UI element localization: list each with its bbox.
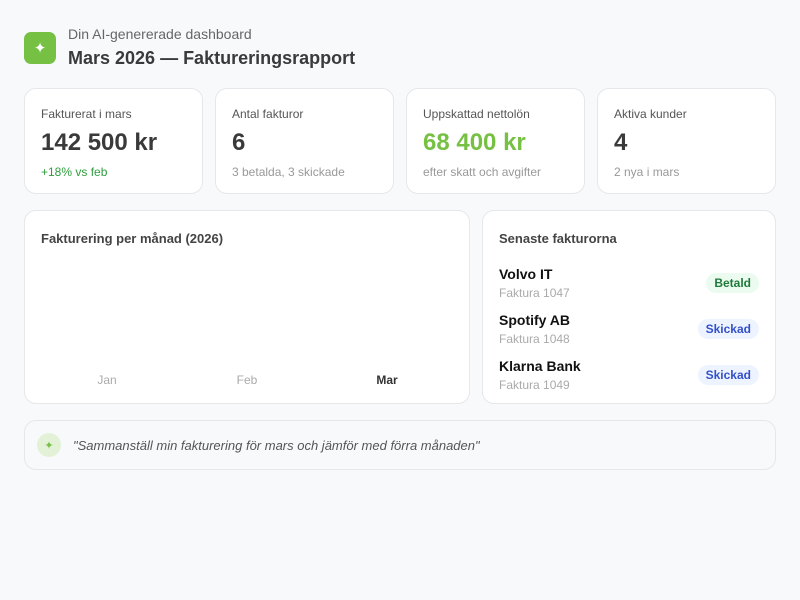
x-tick-feb: Feb	[236, 373, 258, 387]
kpi-label: Uppskattad nettolön	[423, 107, 530, 121]
kpi-label: Antal fakturor	[232, 107, 304, 121]
kpi-value: 4	[614, 129, 628, 156]
recent-invoices: Senaste fakturorna Volvo IT Faktura 1047…	[482, 210, 776, 404]
kpi-value: 6	[232, 129, 246, 156]
status-badge: Skickad	[697, 319, 759, 339]
kpi-note: 2 nya i mars	[614, 165, 680, 179]
kpi-invoiced: Fakturerat i mars 142 500 kr +18% vs feb	[24, 88, 203, 194]
invoice-row[interactable]: Klarna Bank Faktura 1049 Skickad	[499, 352, 759, 398]
kpi-note: +18% vs feb	[41, 165, 108, 179]
invoice-number: Faktura 1047	[499, 286, 570, 300]
kpi-active-customers: Aktiva kunder 4 2 nya i mars	[597, 88, 776, 194]
subtitle: Din AI-genererade dashboard	[68, 26, 252, 42]
status-badge: Betald	[706, 273, 759, 293]
ai-prompt: ✦ "Sammanställ min fakturering för mars …	[24, 420, 776, 470]
list-title: Senaste fakturorna	[499, 231, 617, 246]
prompt-text: "Sammanställ min fakturering för mars oc…	[73, 437, 480, 453]
sparkle-icon: ✦	[37, 433, 61, 457]
customer-name: Volvo IT	[499, 266, 553, 282]
customer-name: Klarna Bank	[499, 358, 581, 374]
page-title: Mars 2026 — Faktureringsrapport	[68, 48, 356, 68]
kpi-value: 142 500 kr	[41, 129, 158, 156]
invoice-number: Faktura 1048	[499, 332, 570, 346]
invoice-number: Faktura 1049	[499, 378, 570, 392]
kpi-value: 68 400 kr	[423, 129, 526, 156]
kpi-note: 3 betalda, 3 skickade	[232, 165, 345, 179]
chart-title: Fakturering per månad (2026)	[41, 231, 224, 246]
invoice-row[interactable]: Volvo IT Faktura 1047 Betald	[499, 260, 759, 306]
status-badge: Skickad	[697, 365, 759, 385]
x-tick-jan: Jan	[97, 373, 117, 387]
kpi-note: efter skatt och avgifter	[423, 165, 542, 179]
invoice-row[interactable]: Spotify AB Faktura 1048 Skickad	[499, 306, 759, 352]
monthly-chart: Fakturering per månad (2026) Jan Feb Mar	[24, 210, 470, 404]
kpi-label: Aktiva kunder	[614, 107, 687, 121]
kpi-net-salary: Uppskattad nettolön 68 400 kr efter skat…	[406, 88, 585, 194]
header: ✦ Din AI-genererade dashboard Mars 2026 …	[24, 26, 355, 69]
kpi-invoice-count: Antal fakturor 6 3 betalda, 3 skickade	[215, 88, 394, 194]
x-tick-mar: Mar	[376, 373, 398, 387]
sparkle-icon: ✦	[24, 32, 56, 64]
customer-name: Spotify AB	[499, 312, 571, 328]
kpi-label: Fakturerat i mars	[41, 107, 132, 121]
